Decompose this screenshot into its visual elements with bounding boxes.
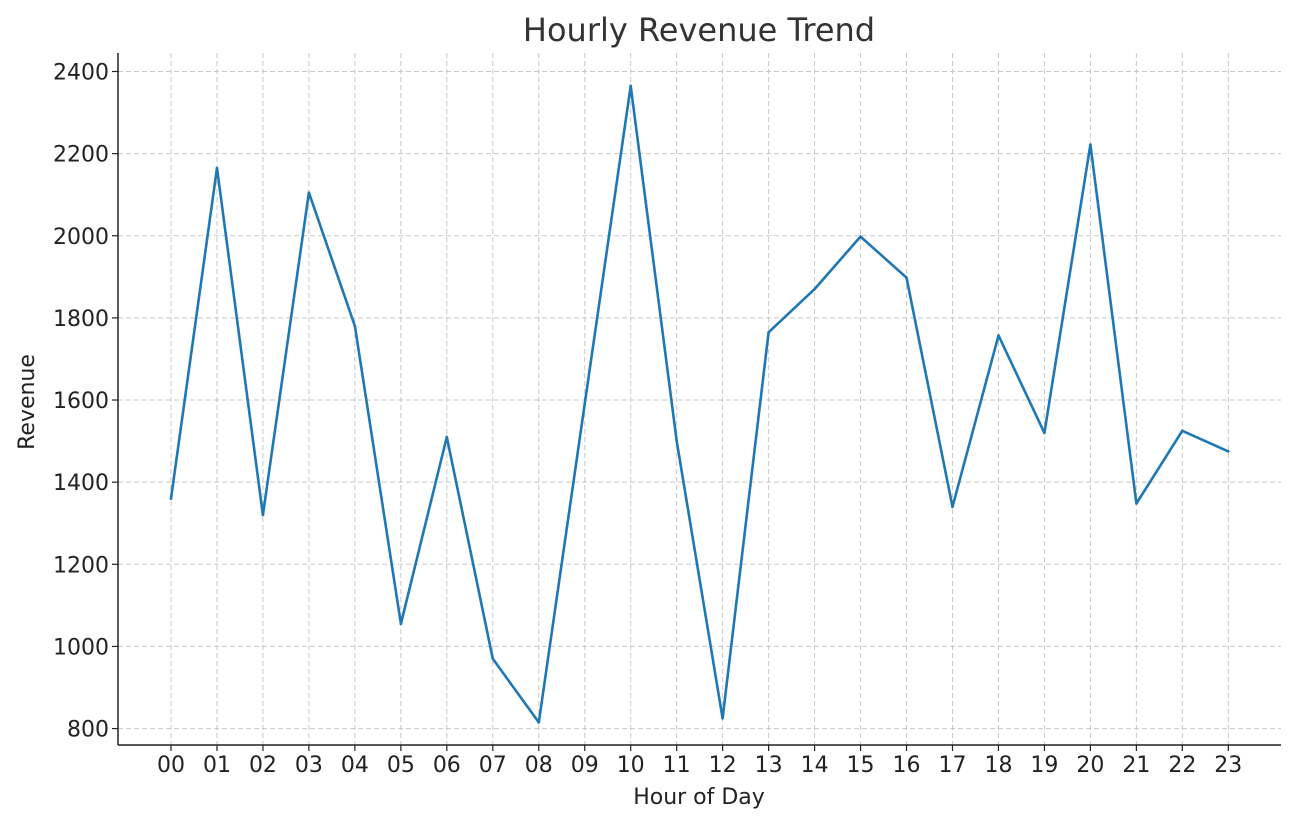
y-tick-label-4: 1600 bbox=[53, 389, 109, 414]
y-tick-label-3: 1400 bbox=[53, 471, 109, 496]
x-tick-label-23: 23 bbox=[1214, 753, 1242, 778]
y-axis-title: Revenue bbox=[15, 354, 40, 450]
data-point-0-18 bbox=[997, 334, 1000, 337]
x-tick-label-7: 07 bbox=[479, 753, 507, 778]
series-line-0 bbox=[169, 84, 1230, 724]
x-axis-title: Hour of Day bbox=[633, 785, 765, 810]
y-tick-label-1: 1000 bbox=[53, 635, 109, 660]
data-point-0-7 bbox=[491, 657, 495, 661]
data-point-0-23 bbox=[1227, 450, 1230, 453]
x-tick-label-20: 20 bbox=[1076, 753, 1104, 778]
data-point-0-8 bbox=[537, 721, 541, 724]
y-tick-label-2: 1200 bbox=[53, 553, 109, 578]
data-point-0-1 bbox=[215, 166, 219, 170]
x-tick-label-1: 01 bbox=[203, 753, 231, 778]
data-point-0-3 bbox=[307, 191, 311, 194]
x-tick-label-16: 16 bbox=[893, 753, 921, 778]
data-point-0-4 bbox=[353, 324, 357, 328]
y-axis-ticks: 800 1000 1200 1400 1600 1800 2000 2200 2400 bbox=[53, 60, 118, 743]
data-point-0-15 bbox=[859, 235, 862, 238]
grid bbox=[118, 53, 1281, 745]
y-tick-label-6: 2000 bbox=[53, 225, 109, 250]
data-point-0-13 bbox=[767, 330, 770, 334]
data-point-0-5 bbox=[399, 622, 403, 626]
y-tick-label-7: 2200 bbox=[53, 143, 109, 168]
x-tick-label-19: 19 bbox=[1030, 753, 1058, 778]
y-tick-label-0: 800 bbox=[67, 718, 109, 743]
data-point-0-20 bbox=[1089, 143, 1092, 146]
x-tick-label-6: 06 bbox=[433, 753, 461, 778]
data-point-0-14 bbox=[813, 287, 816, 291]
x-tick-label-14: 14 bbox=[801, 753, 829, 778]
data-point-0-2 bbox=[261, 513, 265, 517]
x-tick-label-13: 13 bbox=[755, 753, 783, 778]
x-tick-label-3: 03 bbox=[295, 753, 323, 778]
x-tick-label-4: 04 bbox=[341, 753, 369, 778]
x-tick-label-10: 10 bbox=[617, 753, 645, 778]
data-point-0-0 bbox=[169, 497, 173, 500]
x-axis-ticks: 00 01 02 03 04 05 06 07 08 09 10 11 12 13 14 15 16 17 18 19… bbox=[157, 745, 1242, 778]
data-point-0-6 bbox=[445, 435, 449, 439]
x-tick-label-0: 00 bbox=[157, 753, 185, 778]
series-group bbox=[169, 84, 1230, 724]
y-tick-label-5: 1800 bbox=[53, 307, 109, 332]
x-tick-label-12: 12 bbox=[709, 753, 737, 778]
x-tick-label-18: 18 bbox=[984, 753, 1012, 778]
data-point-0-11 bbox=[675, 439, 678, 443]
x-tick-label-8: 08 bbox=[525, 753, 553, 778]
x-tick-label-15: 15 bbox=[847, 753, 875, 778]
chart-title: Hourly Revenue Trend bbox=[523, 11, 875, 49]
x-tick-label-22: 22 bbox=[1168, 753, 1196, 778]
x-tick-label-2: 02 bbox=[249, 753, 277, 778]
data-point-0-16 bbox=[905, 276, 908, 279]
data-point-0-21 bbox=[1135, 502, 1138, 505]
data-point-0-22 bbox=[1181, 429, 1184, 433]
data-point-0-12 bbox=[721, 717, 724, 720]
x-tick-label-11: 11 bbox=[663, 753, 691, 778]
x-tick-label-5: 05 bbox=[387, 753, 415, 778]
data-point-0-17 bbox=[951, 505, 954, 509]
data-point-0-9 bbox=[583, 402, 587, 406]
x-tick-label-21: 21 bbox=[1122, 753, 1150, 778]
axes bbox=[117, 53, 1281, 746]
y-tick-label-8: 2400 bbox=[53, 60, 109, 85]
data-point-0-19 bbox=[1043, 431, 1046, 435]
data-point-0-10 bbox=[629, 84, 632, 88]
x-tick-label-17: 17 bbox=[938, 753, 966, 778]
x-tick-label-9: 09 bbox=[571, 753, 599, 778]
